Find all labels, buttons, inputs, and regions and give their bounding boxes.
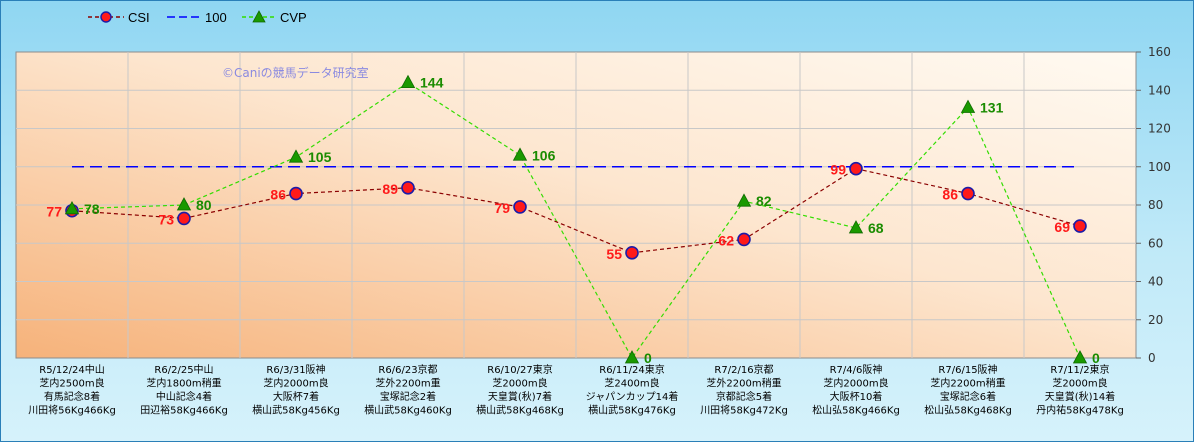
csi-point — [177, 211, 191, 226]
x-category-label: 松山弘58Kg466Kg — [812, 404, 900, 417]
cvp-point — [848, 220, 864, 234]
cvp-point — [176, 197, 192, 211]
x-category-label: 横山武58Kg468Kg — [476, 404, 564, 417]
y-tick-label: 40 — [1148, 275, 1163, 289]
csi-data-label: 62 — [718, 232, 734, 248]
cvp-point — [960, 99, 976, 113]
x-category-label: 川田将56Kg466Kg — [28, 405, 116, 417]
csi-data-label: 73 — [158, 211, 174, 227]
csi-data-label: 79 — [494, 200, 510, 216]
csi-point — [401, 180, 415, 195]
x-category-label: R7/6/15阪神 — [938, 363, 997, 376]
x-category-label: 芝内2500m良 — [39, 377, 104, 390]
x-category-label: R6/2/25中山 — [154, 363, 213, 376]
x-category-label: 天皇賞(秋)14着 — [1045, 390, 1116, 403]
csi-point — [849, 161, 863, 176]
x-category-label: R6/6/23京都 — [378, 363, 437, 376]
x-category-label: R6/3/31阪神 — [266, 363, 325, 376]
x-category-label: 丹内祐58Kg478Kg — [1036, 404, 1124, 417]
csi-point — [289, 186, 303, 201]
cvp-data-label: 106 — [532, 147, 556, 163]
cvp-point — [736, 193, 752, 207]
cvp-data-label: 80 — [196, 197, 212, 213]
x-category-label: 松山弘58Kg468Kg — [924, 404, 1012, 417]
cvp-data-label: 68 — [868, 220, 884, 236]
legend-cvp-label: CVP — [280, 10, 307, 25]
csi-data-label: 99 — [830, 162, 846, 178]
y-tick-label: 20 — [1148, 313, 1163, 327]
x-category-label: 横山武58Kg476Kg — [588, 404, 676, 417]
csi-data-label: 69 — [1054, 219, 1070, 235]
y-tick-label: 120 — [1148, 122, 1171, 136]
cvp-data-label: 0 — [644, 350, 652, 366]
x-category-label: 横山武58Kg456Kg — [252, 404, 340, 417]
cvp-point — [400, 74, 416, 88]
cvp-point — [288, 149, 304, 163]
x-category-label: ジャパンカップ14着 — [586, 390, 679, 403]
series-line-cvp — [71, 81, 1081, 360]
legend-csi-marker — [100, 11, 112, 23]
csi-data-label: 55 — [606, 246, 622, 262]
csi-data-label: 86 — [942, 187, 958, 203]
y-tick-label: 60 — [1148, 236, 1163, 250]
x-category-label: 有馬記念8着 — [44, 390, 100, 403]
y-tick-label: 0 — [1148, 351, 1156, 365]
x-category-label: R7/2/16京都 — [714, 363, 773, 376]
csi-point — [961, 186, 975, 201]
x-category-label: 芝外2200m重 — [375, 377, 440, 390]
cvp-point — [624, 350, 640, 364]
x-category-label: R6/10/27東京 — [487, 363, 553, 376]
cvp-data-label: 105 — [308, 149, 332, 165]
x-category-label: 芝内2000m良 — [263, 377, 328, 390]
x-category-label: 中山記念4着 — [156, 390, 212, 403]
cvp-point — [1072, 350, 1088, 364]
y-tick-label: 80 — [1148, 198, 1163, 212]
x-category-label: 宝塚記念6着 — [940, 390, 996, 403]
x-category-label: 大阪杯10着 — [830, 390, 883, 403]
series-line-csi — [71, 168, 1081, 254]
x-category-label: 芝2000m良 — [492, 377, 547, 390]
x-category-label: 天皇賞(秋)7着 — [488, 390, 552, 403]
x-category-label: 芝内2200m稍重 — [930, 377, 1005, 390]
cvp-point — [64, 200, 80, 215]
x-category-label: R7/4/6阪神 — [830, 363, 883, 376]
cvp-data-label: 78 — [84, 201, 100, 217]
x-category-label: R7/11/2東京 — [1050, 363, 1109, 376]
csi-point — [737, 232, 751, 247]
legend-cvp-marker — [252, 10, 266, 23]
x-category-label: 京都記念5着 — [716, 390, 772, 403]
csi-point — [513, 200, 527, 214]
x-category-label: 川田将58Kg472Kg — [700, 405, 788, 417]
y-tick-label: 140 — [1148, 83, 1171, 97]
x-category-label: 大阪杯7着 — [273, 390, 319, 403]
csi-data-label: 86 — [270, 187, 286, 203]
x-category-label: 芝内2000m良 — [823, 377, 888, 390]
x-category-label: 宝塚記念2着 — [380, 390, 436, 403]
cvp-data-label: 0 — [1092, 350, 1100, 366]
x-category-label: 芝内1800m稍重 — [146, 377, 221, 390]
watermark: ©Caniの競馬データ研究室 — [222, 65, 369, 80]
x-category-label: 横山武58Kg460Kg — [364, 404, 452, 417]
y-tick-label: 100 — [1148, 160, 1171, 174]
csi-data-label: 77 — [46, 204, 62, 220]
legend-csi-label: CSI — [128, 10, 150, 25]
x-category-label: R5/12/24中山 — [39, 363, 105, 376]
x-category-label: 芝2000m良 — [1052, 377, 1107, 390]
cvp-data-label: 131 — [980, 99, 1004, 115]
y-tick-label: 160 — [1148, 45, 1171, 59]
legend-100-label: 100 — [205, 10, 227, 25]
cvp-data-label: 82 — [756, 193, 772, 209]
x-category-label: 芝2400m良 — [604, 377, 659, 390]
x-category-label: R6/11/24東京 — [599, 363, 665, 376]
x-category-label: 田辺裕58Kg466Kg — [140, 404, 228, 417]
csi-point — [1073, 219, 1087, 233]
cvp-point — [512, 147, 528, 161]
x-category-label: 芝外2200m稍重 — [706, 377, 781, 390]
csi-point — [625, 246, 639, 260]
cvp-data-label: 144 — [420, 75, 444, 91]
csi-data-label: 89 — [382, 181, 398, 197]
